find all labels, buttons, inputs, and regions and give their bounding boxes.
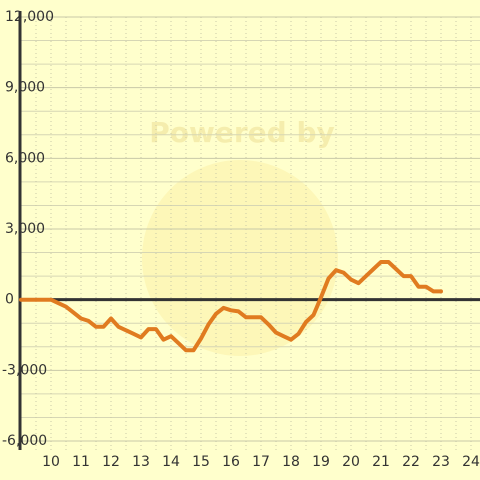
y-tick-label: 12,000: [5, 9, 54, 25]
x-tick-label: 15: [192, 454, 210, 470]
y-tick-label: -3,000: [2, 362, 47, 378]
x-tick-label: 12: [102, 454, 120, 470]
grid: -6,000 -3,000 0 3,000 6,000 9,000 12,000 10 11 12…: [2, 9, 480, 470]
watermark-logo: [142, 160, 338, 356]
y-tick-label: 6,000: [5, 150, 45, 166]
x-tick-label: 16: [222, 454, 240, 470]
x-tick-label: 19: [312, 454, 330, 470]
x-tick-label: 14: [162, 454, 180, 470]
y-tick-label: 0: [5, 292, 14, 308]
line: [19, 260, 443, 353]
x-tick-label: 10: [42, 454, 60, 470]
x-tick-label: 24: [462, 454, 480, 470]
y-tick-label: 9,000: [5, 80, 45, 96]
x-tick-label: 23: [432, 454, 450, 470]
plot: [19, 260, 443, 353]
x-tick-label: 18: [282, 454, 300, 470]
x-tick-label: 20: [342, 454, 360, 470]
x-tick-label: 17: [252, 454, 270, 470]
watermark: Powered by: [149, 116, 335, 149]
y-tick-label: 3,000: [5, 221, 45, 237]
y-tick-label: -6,000: [2, 433, 47, 449]
x-tick-label: 13: [132, 454, 150, 470]
x-tick-label: 21: [372, 454, 390, 470]
x-tick-label: 22: [402, 454, 420, 470]
x-tick-label: 11: [72, 454, 90, 470]
